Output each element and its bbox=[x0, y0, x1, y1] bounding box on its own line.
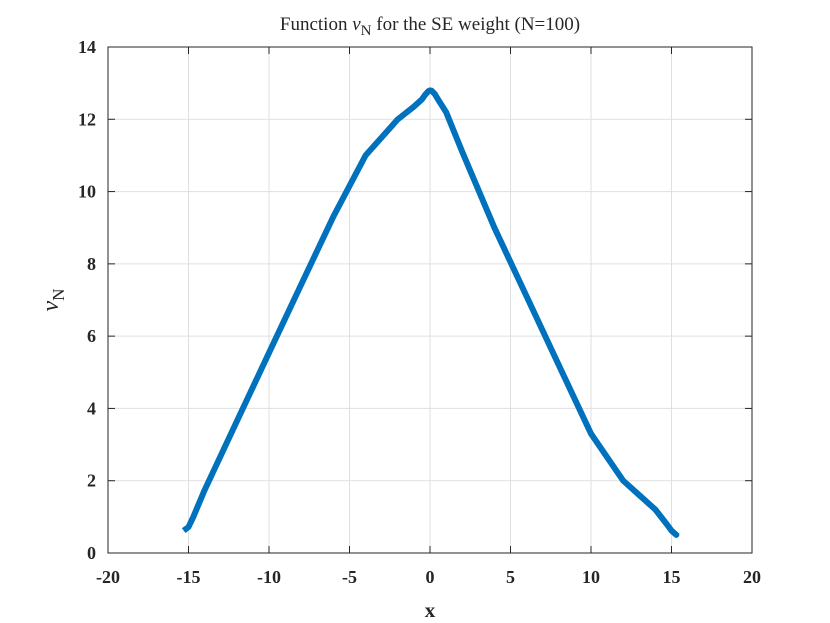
x-tick-label-3: -5 bbox=[342, 567, 357, 587]
grid bbox=[108, 47, 752, 553]
tick-labels: -20 -15 -10 -5 0 5 10 15 20 0 2 4 6 8 10 12 14 bbox=[78, 37, 761, 587]
y-axis-label-group: νN bbox=[38, 289, 68, 312]
x-tick-label-1: -15 bbox=[177, 567, 201, 587]
x-tick-label-8: 20 bbox=[743, 567, 761, 587]
chart-title-symbol-sub: N bbox=[361, 23, 372, 39]
chart-title-prefix: Function bbox=[280, 14, 352, 35]
series-line-0 bbox=[181, 87, 680, 538]
chart-title-symbol: ν bbox=[352, 14, 361, 35]
x-tick-label-5: 5 bbox=[506, 567, 515, 587]
x-tick-label-7: 15 bbox=[663, 567, 681, 587]
x-tick-label-2: -10 bbox=[257, 567, 281, 587]
y-axis-label-symbol: ν bbox=[38, 300, 64, 311]
x-tick-label-0: -20 bbox=[96, 567, 120, 587]
chart-title-suffix: for the SE weight (N=100) bbox=[372, 14, 581, 35]
y-tick-label-0: 0 bbox=[87, 543, 96, 563]
y-tick-label-6: 12 bbox=[78, 109, 96, 129]
x-tick-label-6: 10 bbox=[582, 567, 600, 587]
x-tick-label-4: 0 bbox=[426, 567, 435, 587]
x-axis-label: x bbox=[425, 598, 436, 622]
plot-area bbox=[181, 87, 680, 538]
y-tick-label-5: 10 bbox=[78, 182, 96, 202]
y-tick-label-1: 2 bbox=[87, 471, 96, 491]
chart-title: Function νN for the SE weight (N=100) bbox=[280, 14, 580, 39]
y-tick-label-7: 14 bbox=[78, 37, 96, 57]
y-axis-label-sub: N bbox=[49, 289, 68, 301]
y-axis-label: νN bbox=[38, 289, 68, 312]
y-tick-label-4: 8 bbox=[87, 254, 96, 274]
axes bbox=[107, 46, 753, 554]
y-tick-label-2: 4 bbox=[87, 398, 96, 418]
y-tick-label-3: 6 bbox=[87, 326, 96, 346]
